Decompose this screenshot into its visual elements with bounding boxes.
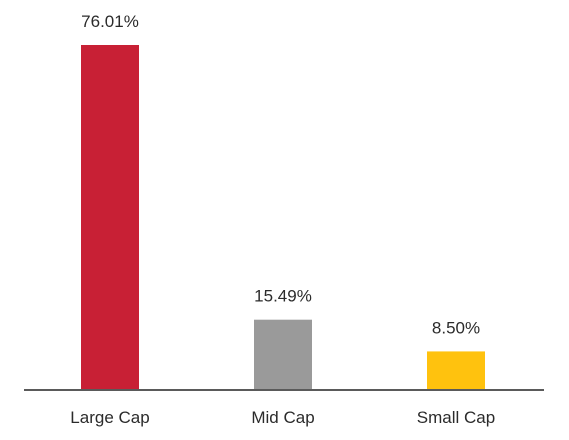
bar-small-cap bbox=[427, 351, 485, 390]
category-labels-group: Large Cap Mid Cap Small Cap bbox=[70, 408, 495, 427]
bar-mid-cap bbox=[254, 319, 312, 390]
bars-group bbox=[81, 45, 485, 390]
value-labels-group: 76.01% 15.49% 8.50% bbox=[81, 12, 480, 337]
value-label-large-cap: 76.01% bbox=[81, 12, 139, 31]
category-label-mid-cap: Mid Cap bbox=[251, 408, 314, 427]
bar-large-cap bbox=[81, 45, 139, 390]
category-label-small-cap: Small Cap bbox=[417, 408, 495, 427]
value-label-small-cap: 8.50% bbox=[432, 318, 480, 337]
value-label-mid-cap: 15.49% bbox=[254, 287, 312, 306]
category-label-large-cap: Large Cap bbox=[70, 408, 149, 427]
